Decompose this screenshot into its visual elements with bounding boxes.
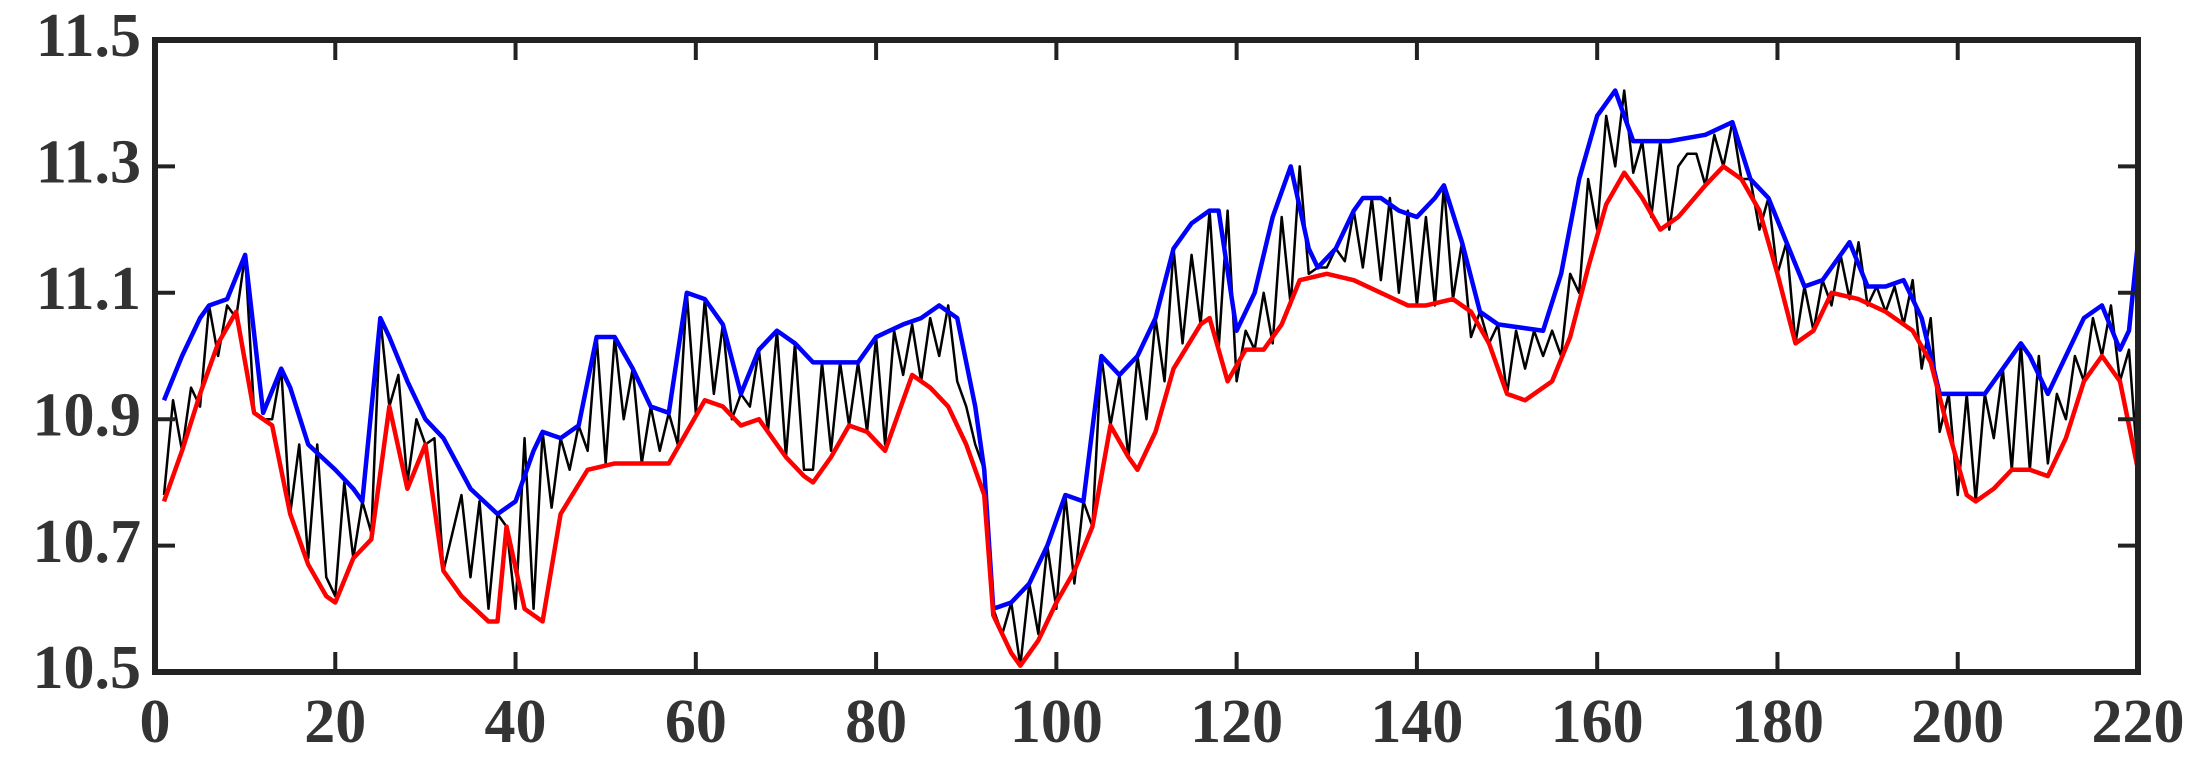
y-tick-label: 11.1 — [36, 255, 141, 323]
x-tick-label: 140 — [1370, 688, 1463, 756]
x-tick-label: 60 — [665, 688, 727, 756]
x-tick-label: 80 — [845, 688, 907, 756]
x-tick-label: 20 — [304, 688, 366, 756]
y-tick-label: 10.7 — [33, 508, 142, 576]
y-tick-label: 11.5 — [36, 2, 141, 70]
x-tick-label: 180 — [1731, 688, 1824, 756]
y-tick-label: 10.9 — [33, 381, 142, 449]
x-tick-label: 120 — [1190, 688, 1283, 756]
x-tick-label: 160 — [1551, 688, 1644, 756]
x-tick-label: 40 — [485, 688, 547, 756]
y-tick-label: 10.5 — [33, 634, 142, 702]
line-series — [161, 88, 2141, 612]
line-series — [162, 89, 2140, 667]
x-tick-label: 220 — [2092, 688, 2185, 756]
line-series — [161, 164, 2141, 668]
plot-frame — [152, 37, 2141, 675]
y-tick-label: 11.3 — [36, 129, 141, 197]
x-tick-label: 0 — [140, 688, 171, 756]
x-tick-label: 200 — [1911, 688, 2004, 756]
x-tick-label: 100 — [1010, 688, 1103, 756]
